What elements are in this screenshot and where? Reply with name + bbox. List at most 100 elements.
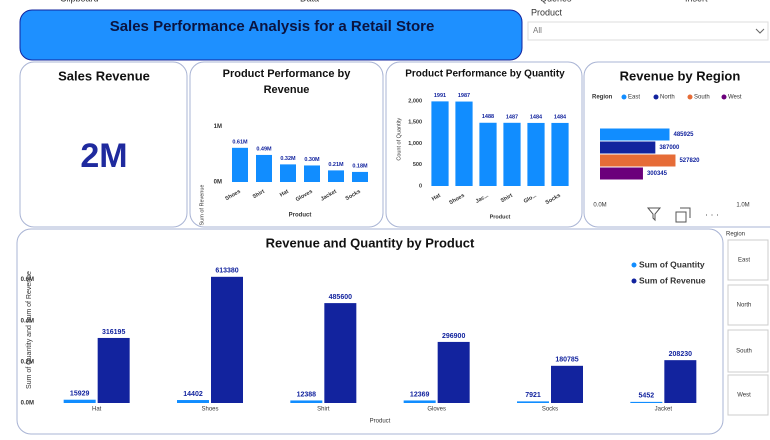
y-tick-label: 2,000 [408, 98, 422, 104]
legend-label: East [628, 95, 640, 101]
bar [455, 101, 473, 186]
data-label: 613380 [215, 268, 238, 275]
x-tick-label: Jacket [655, 407, 673, 413]
data-label: 12369 [410, 391, 430, 398]
bar [256, 154, 272, 182]
data-label: 1488 [482, 114, 494, 120]
x-tick-label: 1.0M [736, 203, 749, 209]
y-tick-label: 0.4M [21, 318, 34, 324]
ribbon-group: Queries [540, 0, 572, 3]
y-tick-label: 0M [214, 180, 222, 186]
x-axis-label: Product [370, 419, 391, 425]
data-label: 485925 [673, 132, 694, 138]
bar [403, 400, 436, 403]
y-tick-label: 1M [214, 124, 222, 130]
bar [479, 122, 497, 186]
data-label: 12388 [297, 391, 317, 398]
data-label: 387000 [659, 145, 680, 151]
bar [600, 128, 670, 141]
chart-panel [16, 228, 724, 435]
legend-swatch [687, 94, 693, 100]
legend-label: Sum of Revenue [639, 275, 706, 285]
x-tick-label: Hat [279, 189, 290, 199]
data-label: 0.30M [304, 157, 320, 163]
bar [551, 365, 583, 403]
bar [600, 167, 643, 180]
legend-swatch [721, 94, 727, 100]
slicer-item: East [738, 258, 750, 264]
data-label: 0.61M [232, 139, 248, 145]
bar [431, 101, 449, 186]
chart-title: Product Performance by Quantity [405, 69, 565, 80]
slicer-label: Product [531, 7, 563, 17]
bar [551, 122, 569, 186]
bar [437, 341, 470, 403]
data-label: 1487 [506, 114, 518, 120]
data-label: 1484 [554, 114, 567, 120]
data-label: 14402 [183, 391, 203, 398]
data-label: 1991 [434, 93, 446, 99]
slicer-tile[interactable] [727, 374, 769, 416]
bar [63, 399, 96, 403]
chart-title: Product Performance by Revenue [222, 68, 351, 96]
y-tick-label: 1,500 [408, 120, 422, 126]
bar [290, 400, 323, 403]
y-tick-label: 0.2M [21, 359, 34, 365]
bar [664, 360, 697, 403]
data-label: 208230 [669, 351, 692, 358]
x-tick-label: Socks [542, 407, 558, 413]
chart-panel [583, 61, 770, 228]
chevron [755, 28, 765, 34]
y-tick-label: 0 [419, 183, 422, 189]
bar [211, 276, 243, 403]
x-tick-label: Shirt [252, 189, 266, 201]
more-options[interactable]: · · · [705, 209, 719, 219]
slicer-tile[interactable] [727, 284, 769, 326]
slicer-tile[interactable] [727, 239, 769, 281]
legend-label: North [660, 95, 675, 101]
card-title: Sales Revenue [58, 68, 150, 83]
data-label: 296900 [442, 333, 465, 340]
chart-panel [189, 61, 384, 228]
chart-title: Revenue and Quantity by Product [266, 235, 475, 250]
data-label: 300345 [647, 171, 668, 177]
bar [517, 401, 549, 403]
data-label: 316195 [102, 329, 125, 336]
visual-toolbar[interactable] [646, 207, 691, 223]
bar [177, 400, 209, 403]
x-tick-label: Hat [431, 193, 442, 203]
x-tick-label: 0.0M [593, 203, 606, 209]
legend-label: Sum of Quantity [639, 259, 705, 269]
x-tick-label: Shirt [500, 193, 514, 205]
data-label: 485600 [329, 294, 352, 301]
bar [324, 303, 357, 403]
bar [304, 165, 320, 182]
bar [503, 122, 521, 186]
y-tick-label: 1,000 [408, 141, 422, 147]
bar [97, 337, 130, 403]
data-label: 7921 [525, 392, 541, 399]
x-tick-label: Shoes [201, 407, 218, 413]
chart-title: Revenue by Region [620, 68, 741, 83]
legend-swatch [653, 94, 659, 100]
x-tick-label: Gloves [427, 407, 446, 413]
legend-swatch [631, 262, 637, 268]
x-axis-label: Product [490, 214, 511, 220]
slicer-item: South [736, 349, 752, 355]
banner [19, 9, 523, 61]
bar [600, 154, 676, 167]
slicer-tile[interactable] [727, 329, 769, 373]
data-label: 1987 [458, 93, 470, 99]
legend-swatch [631, 278, 637, 284]
bar [328, 170, 344, 182]
ribbon-group: Clipboard [60, 0, 99, 3]
slicer-dropdown[interactable] [527, 21, 769, 41]
x-tick-label: Shirt [317, 407, 330, 413]
legend-label: South [694, 95, 710, 101]
bar [280, 164, 296, 182]
bar [600, 141, 656, 154]
card-value: 2M [80, 137, 127, 175]
y-tick-label: 0.0M [21, 401, 34, 407]
